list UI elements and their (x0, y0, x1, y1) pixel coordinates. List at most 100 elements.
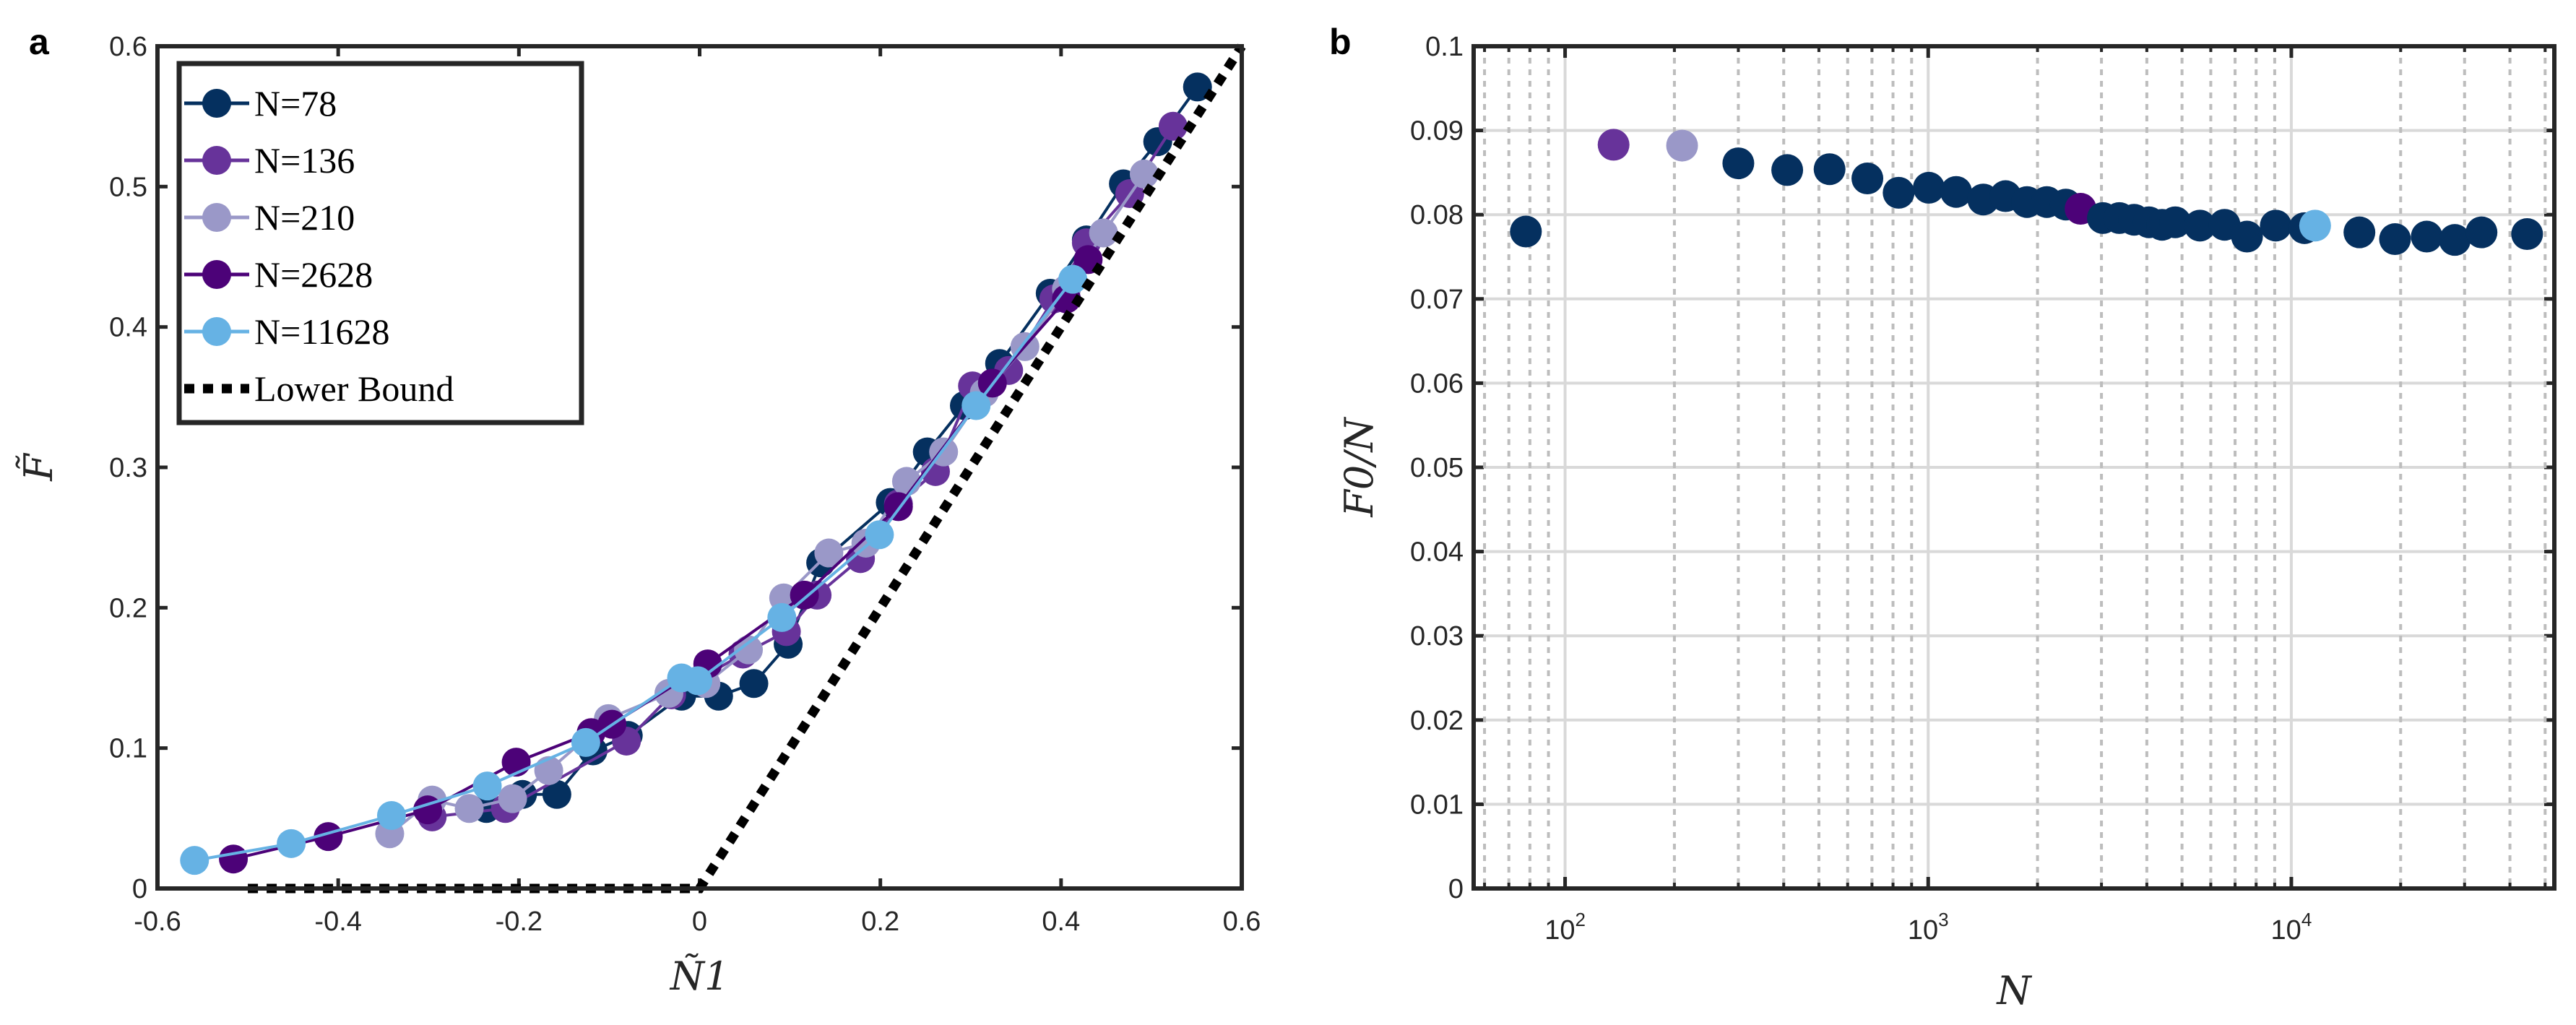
panel-label: a (29, 22, 50, 62)
y-tick-label: 0 (1448, 874, 1464, 904)
x-tick-label: 102 (1544, 909, 1586, 946)
data-point (814, 538, 844, 568)
legend-item: N=2628 (184, 254, 373, 295)
data-point (865, 520, 894, 550)
legend-label: Lower Bound (254, 368, 454, 409)
x-tick-label: 103 (1908, 909, 1949, 946)
data-point (534, 756, 563, 785)
data-point (1722, 147, 1755, 180)
data-point (219, 844, 248, 874)
data-point (1771, 154, 1804, 186)
data-point (1183, 72, 1212, 102)
data-point (314, 822, 343, 852)
y-tick-label: 0 (132, 874, 147, 904)
legend-marker (202, 89, 231, 118)
data-point (454, 794, 484, 823)
y-tick-label: 0.5 (109, 172, 147, 202)
data-point (472, 771, 502, 801)
legend-label: N=2628 (254, 254, 373, 295)
panel-a: a -0.6 -0.4 -0.2 0 0.2 0.4 0.6 0 0.1 0.2 0.3 0.4 0.5 0… (15, 22, 1261, 999)
data-point (2260, 209, 2292, 242)
data-point (2379, 223, 2411, 256)
data-point (1666, 129, 1698, 162)
data-point (2184, 209, 2216, 242)
data-point (1058, 264, 1088, 294)
data-point (1129, 159, 1159, 189)
y-tick-label: 0.06 (1410, 368, 1464, 399)
data-point (961, 391, 991, 420)
y-tick-label: 0.2 (109, 593, 147, 623)
y-tick-label: 0.09 (1410, 116, 1464, 147)
data-point (498, 784, 527, 813)
y-tick-label: 0.05 (1410, 453, 1464, 483)
data-point (2231, 220, 2263, 253)
data-point (542, 779, 571, 809)
legend-item: N=136 (184, 140, 355, 181)
x-tick-label: 104 (2271, 909, 2312, 946)
legend-box (176, 61, 584, 425)
x-tick-label: -0.4 (314, 907, 361, 937)
axes-frame (1471, 44, 2556, 891)
x-tick-label: 0.6 (1223, 907, 1261, 937)
data-points (1510, 129, 2543, 256)
legend-item: N=78 (184, 83, 337, 124)
data-point (2411, 220, 2443, 253)
y-tick-label: 0.02 (1410, 706, 1464, 736)
x-tick-label: 0 (692, 907, 707, 937)
data-point (2343, 216, 2376, 248)
y-tick-label: 0.07 (1410, 285, 1464, 315)
data-point (767, 602, 797, 632)
x-tick-label: 0.2 (861, 907, 899, 937)
x-axis-label: Ñ1 (669, 953, 730, 999)
y-tick-label: 0.4 (109, 313, 147, 343)
data-point (1510, 215, 1542, 248)
data-point (180, 846, 209, 875)
legend-label: N=78 (254, 83, 337, 124)
y-axis-label: F0/N (1336, 417, 1382, 518)
data-point (277, 829, 306, 858)
legend-item: Lower Bound (184, 368, 454, 409)
data-point (1089, 218, 1118, 248)
data-point (2159, 206, 2192, 238)
y-axis-label: F̃ (15, 452, 61, 482)
data-point (2299, 209, 2331, 242)
data-point (683, 666, 712, 696)
x-tick-label: 0.4 (1042, 907, 1080, 937)
data-point (1913, 171, 1945, 204)
y-tick-label: 0.6 (109, 32, 147, 62)
x-tick-label: -0.6 (134, 907, 181, 937)
y-tick-label: 0.1 (109, 734, 147, 764)
y-tick-label: 0.3 (109, 453, 147, 483)
y-tick-label: 0.03 (1410, 621, 1464, 652)
y-tick-label: 0.08 (1410, 200, 1464, 230)
data-point (1851, 163, 1884, 195)
data-point (571, 727, 600, 757)
x-axis-label: N (1995, 968, 2032, 1013)
legend-marker (202, 317, 231, 346)
data-point (1597, 129, 1630, 161)
legend-label: N=136 (254, 140, 355, 181)
y-tick-label: 0.04 (1410, 537, 1464, 568)
data-point (734, 635, 764, 665)
legend-item: N=11628 (184, 311, 389, 352)
data-point (1158, 111, 1188, 141)
x-tick-label: -0.2 (496, 907, 543, 937)
panel-label: b (1329, 22, 1352, 62)
data-point (2511, 218, 2543, 251)
data-point (2439, 224, 2471, 256)
y-tick-label: 0.01 (1410, 790, 1464, 820)
axes-frame (155, 44, 1244, 891)
data-point (790, 580, 819, 610)
legend-label: N=11628 (254, 311, 389, 352)
data-point (376, 800, 406, 830)
data-point (739, 669, 769, 699)
series-N=11628 (180, 264, 1088, 875)
data-point (2465, 216, 2498, 248)
legend: N=78 N=136 N=210 N=2628 N=11628 Lower Bound (176, 61, 584, 425)
legend-marker (202, 260, 231, 289)
legend-item: N=210 (184, 197, 355, 238)
series-line (485, 86, 1199, 810)
legend-label: N=210 (254, 197, 355, 238)
data-point (1813, 153, 1846, 186)
